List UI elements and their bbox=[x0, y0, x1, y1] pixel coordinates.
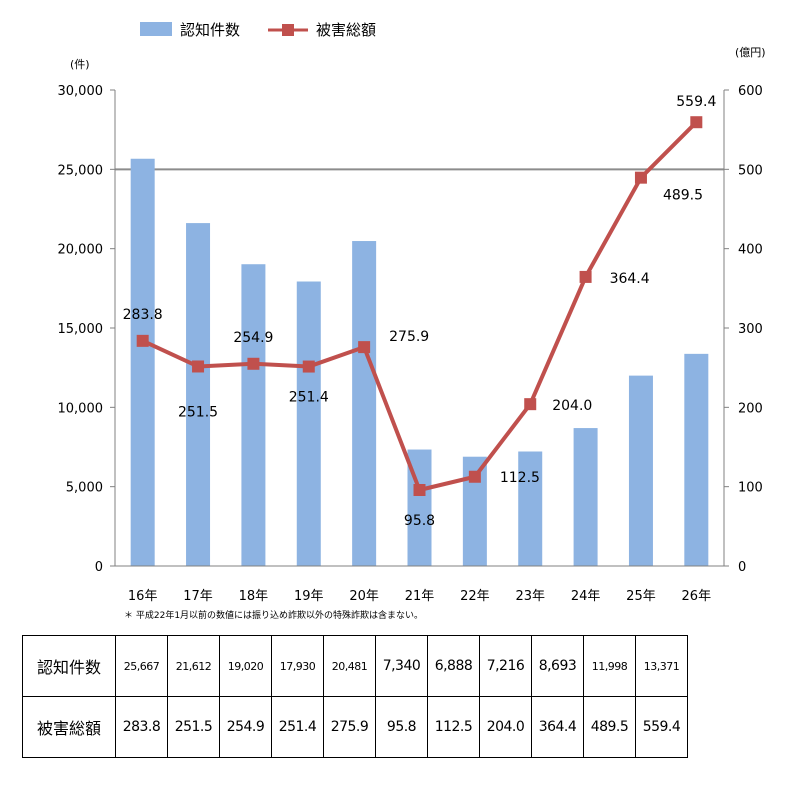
line-point bbox=[358, 341, 371, 354]
bar bbox=[130, 158, 155, 567]
left-tick-label: 15,000 bbox=[58, 322, 104, 337]
legend-bar-swatch bbox=[140, 22, 172, 36]
data-label: 112.5 bbox=[500, 470, 540, 486]
table-cell: 13,371 bbox=[635, 635, 688, 697]
right-tick-label: 500 bbox=[738, 163, 763, 178]
legend-label-count: 認知件数 bbox=[180, 21, 240, 39]
line-point bbox=[468, 470, 481, 483]
footnote: ＊ 平成22年1月以前の数値には振り込め詐欺以外の特殊詐欺は含まない。 bbox=[124, 609, 423, 621]
left-tick-label: 20,000 bbox=[58, 243, 104, 258]
data-label: 275.9 bbox=[389, 329, 429, 345]
table-row: 被害総額 283.8 251.5 254.9 251.4 275.9 95.8 112.5 20… bbox=[22, 696, 688, 758]
right-tick-label: 400 bbox=[738, 243, 763, 258]
data-label: 251.4 bbox=[289, 390, 329, 406]
data-label: 254.9 bbox=[233, 330, 273, 346]
table-row-header: 認知件数 bbox=[22, 635, 116, 697]
line-point bbox=[192, 360, 205, 373]
plot-area: 0 5,000 10,000 15,000 20,000 25,000 30,000 0 100… bbox=[58, 84, 763, 604]
line-point bbox=[690, 116, 703, 129]
left-tick-label: 25,000 bbox=[58, 163, 104, 178]
table-cell: 254.9 bbox=[219, 696, 272, 758]
bar bbox=[684, 353, 709, 566]
legend-line-marker bbox=[282, 24, 294, 36]
data-label: 95.8 bbox=[404, 513, 435, 529]
x-tick-label: 20年 bbox=[349, 589, 379, 604]
table-cell: 21,612 bbox=[167, 635, 220, 697]
legend-label-amount: 被害総額 bbox=[316, 21, 376, 39]
table-cell: 559.4 bbox=[635, 696, 688, 758]
x-tick-label: 16年 bbox=[128, 589, 158, 604]
data-label: 364.4 bbox=[610, 271, 650, 287]
bar bbox=[241, 264, 266, 566]
left-tick-label: 0 bbox=[95, 560, 103, 575]
x-tick-label: 21年 bbox=[405, 589, 435, 604]
right-tick-label: 0 bbox=[738, 560, 746, 575]
table-cell: 6,888 bbox=[427, 635, 480, 697]
bar bbox=[628, 375, 653, 566]
table-cell: 7,340 bbox=[375, 635, 428, 697]
table-row-header: 被害総額 bbox=[22, 696, 116, 758]
bar bbox=[296, 281, 321, 566]
x-tick-label: 24年 bbox=[571, 589, 601, 604]
x-tick-label: 23年 bbox=[515, 589, 545, 604]
line-series-amount bbox=[141, 120, 698, 492]
table-cell: 251.5 bbox=[167, 696, 220, 758]
table-cell: 7,216 bbox=[479, 635, 532, 697]
x-tick-label: 19年 bbox=[294, 589, 324, 604]
table-cell: 283.8 bbox=[115, 696, 168, 758]
data-label: 489.5 bbox=[663, 188, 703, 204]
line-point bbox=[524, 398, 537, 411]
table-cell: 20,481 bbox=[323, 635, 376, 697]
left-tick-label: 30,000 bbox=[58, 84, 104, 99]
table-cell: 489.5 bbox=[583, 696, 636, 758]
right-tick-label: 200 bbox=[738, 401, 763, 416]
chart: 認知件数 被害総額 (件) (億円) 0 5,000 10,000 15,000 20,… bbox=[58, 21, 766, 621]
bar bbox=[518, 451, 543, 566]
bar bbox=[186, 223, 211, 566]
table-cell: 204.0 bbox=[479, 696, 532, 758]
left-axis-unit: (件) bbox=[70, 58, 90, 71]
x-tick-label: 22年 bbox=[460, 589, 490, 604]
right-tick-label: 100 bbox=[738, 481, 763, 496]
table-cell: 17,930 bbox=[271, 635, 324, 697]
table-cell: 8,693 bbox=[531, 635, 584, 697]
table-cell: 11,998 bbox=[583, 635, 636, 697]
left-tick-label: 10,000 bbox=[58, 401, 104, 416]
data-label: 251.5 bbox=[178, 404, 218, 420]
line-point bbox=[136, 334, 149, 347]
x-tick-label: 17年 bbox=[183, 589, 213, 604]
data-label: 204.0 bbox=[552, 398, 592, 414]
table-cell: 112.5 bbox=[427, 696, 480, 758]
line-point bbox=[634, 171, 647, 184]
bar bbox=[352, 241, 377, 567]
table-cell: 95.8 bbox=[375, 696, 428, 758]
table-cell: 19,020 bbox=[219, 635, 272, 697]
x-tick-label: 18年 bbox=[239, 589, 269, 604]
left-tick-label: 5,000 bbox=[66, 481, 103, 496]
data-label: 283.8 bbox=[123, 307, 163, 323]
line-point bbox=[579, 270, 592, 283]
table-row: 認知件数 25,667 21,612 19,020 17,930 20,481 7,340 6… bbox=[22, 635, 688, 697]
legend: 認知件数 被害総額 bbox=[140, 21, 376, 39]
table-cell: 364.4 bbox=[531, 696, 584, 758]
table-cell: 25,667 bbox=[115, 635, 168, 697]
right-axis-unit: (億円) bbox=[735, 46, 766, 59]
data-table: 認知件数 25,667 21,612 19,020 17,930 20,481 7,340 6… bbox=[22, 635, 688, 758]
x-tick-label: 26年 bbox=[682, 589, 712, 604]
line-point bbox=[413, 483, 426, 496]
line-point bbox=[302, 360, 315, 373]
bar bbox=[573, 428, 598, 566]
right-tick-label: 300 bbox=[738, 322, 763, 337]
x-tick-label: 25年 bbox=[626, 589, 656, 604]
data-label: 559.4 bbox=[676, 94, 716, 110]
line-point bbox=[247, 357, 260, 370]
right-tick-label: 600 bbox=[738, 84, 763, 99]
table-cell: 251.4 bbox=[271, 696, 324, 758]
table-cell: 275.9 bbox=[323, 696, 376, 758]
